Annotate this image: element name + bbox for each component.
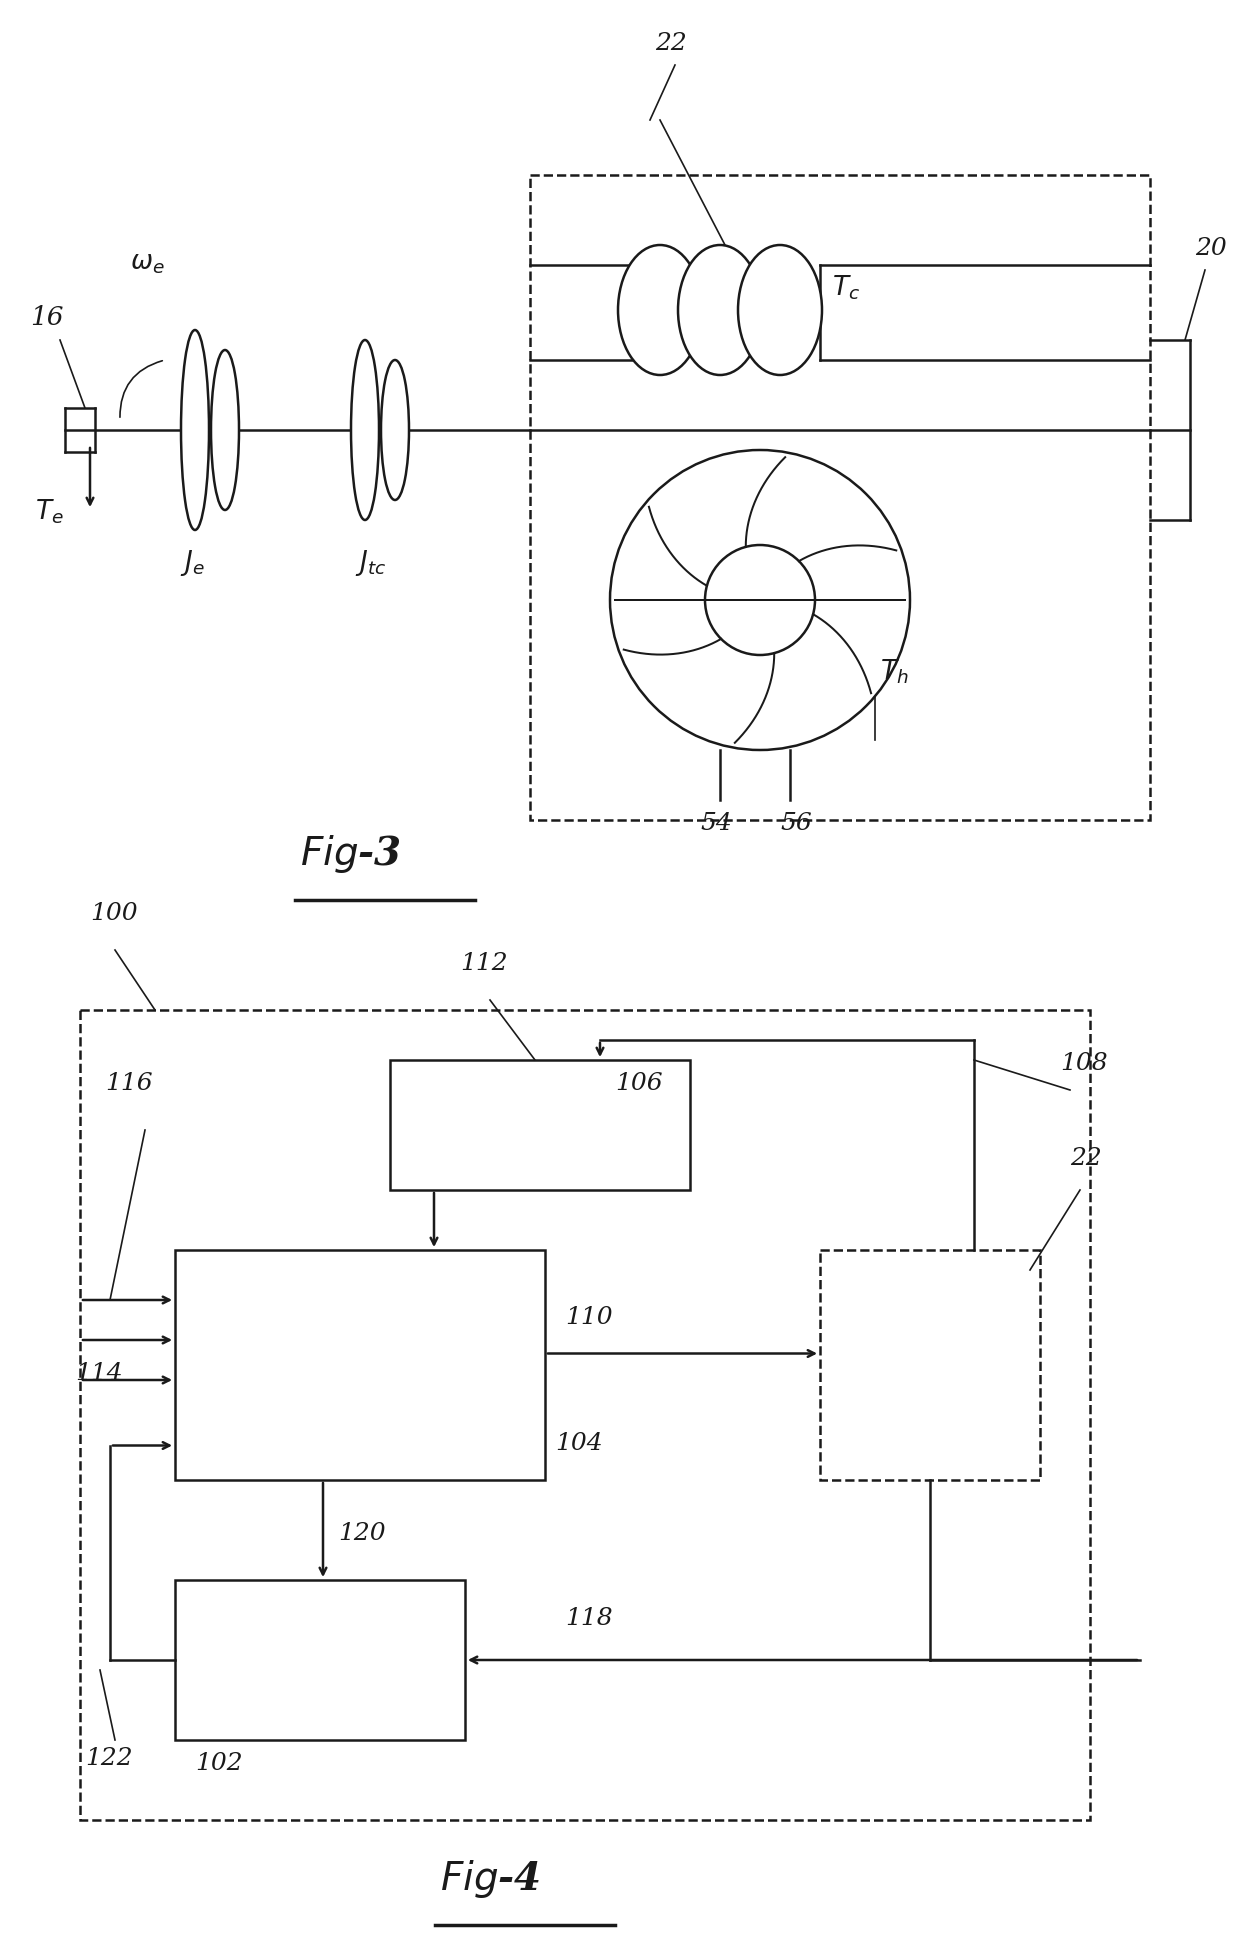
Circle shape [610, 451, 910, 750]
Text: $T_h$: $T_h$ [880, 658, 909, 687]
Text: $\it{Fig}$-3: $\it{Fig}$-3 [300, 834, 402, 874]
Text: $T_e$: $T_e$ [35, 497, 63, 526]
Text: 118: 118 [565, 1607, 613, 1630]
Text: 22: 22 [1070, 1147, 1102, 1170]
Text: 120: 120 [339, 1522, 386, 1545]
Bar [529, 174, 1149, 820]
Text: 116: 116 [105, 1071, 153, 1095]
Ellipse shape [351, 340, 379, 520]
Text: 20: 20 [1195, 238, 1226, 259]
Text: 108: 108 [1060, 1052, 1107, 1075]
Ellipse shape [738, 246, 822, 375]
Bar [175, 1580, 465, 1741]
Text: 16: 16 [30, 306, 63, 331]
Text: 100: 100 [91, 901, 138, 924]
Text: 54: 54 [701, 812, 732, 835]
Text: $\omega_e$: $\omega_e$ [130, 251, 165, 277]
Ellipse shape [181, 331, 210, 530]
Ellipse shape [211, 350, 239, 511]
Text: 110: 110 [565, 1305, 613, 1329]
Text: $J_e$: $J_e$ [180, 547, 205, 578]
Text: 106: 106 [615, 1071, 662, 1095]
Text: $T_c$: $T_c$ [832, 273, 861, 302]
Text: 56: 56 [780, 812, 812, 835]
Ellipse shape [678, 246, 763, 375]
Ellipse shape [381, 360, 409, 501]
Ellipse shape [618, 246, 702, 375]
Circle shape [706, 545, 815, 656]
Text: $\it{Fig}$-4: $\it{Fig}$-4 [440, 1859, 541, 1899]
Text: 122: 122 [86, 1746, 133, 1770]
Bar [391, 1060, 689, 1189]
Bar [175, 1249, 546, 1480]
Text: 114: 114 [74, 1362, 123, 1385]
Text: $J_{tc}$: $J_{tc}$ [355, 547, 387, 578]
Text: 102: 102 [195, 1752, 243, 1775]
Text: 112: 112 [460, 952, 507, 975]
Text: 104: 104 [556, 1431, 603, 1454]
Bar [820, 1249, 1040, 1480]
Text: 22: 22 [655, 33, 687, 54]
Bar [81, 1010, 1090, 1820]
